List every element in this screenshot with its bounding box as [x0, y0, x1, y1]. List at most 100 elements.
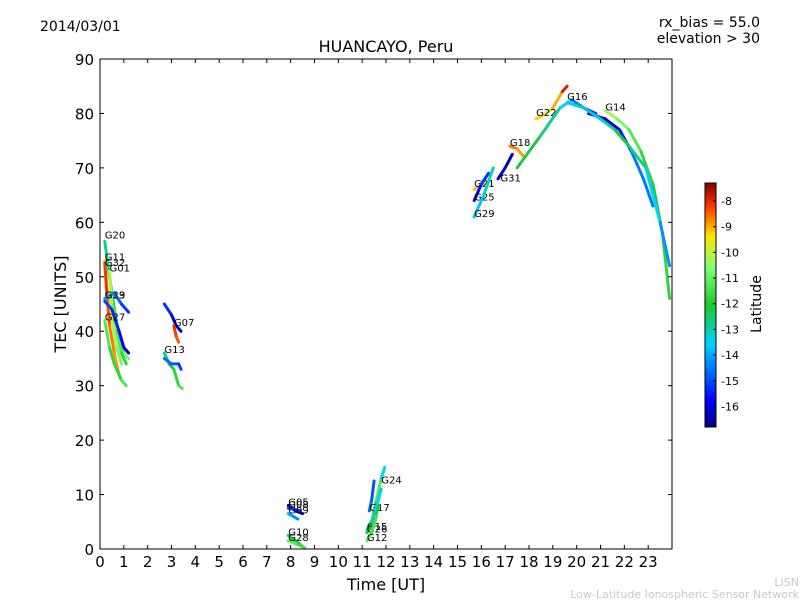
sat-label: G05: [288, 497, 308, 508]
series-g12: G12: [365, 514, 387, 544]
x-tick-label: 8: [286, 553, 296, 571]
sat-label: G15: [367, 522, 387, 533]
y-tick-label: 60: [75, 214, 94, 232]
colorbar: -8 -9 -10 -11 -12 -13 -14 -15 -16: [704, 182, 739, 428]
colorbar-label: Latitude: [749, 275, 765, 333]
axes: 0 1 2 3 4 5 6 7 8 9 10 11 12 13 14 15 16 17 18 19 20 21 22 2301…: [75, 51, 673, 571]
trace-segment: [515, 133, 543, 170]
trace-segment: [627, 128, 643, 154]
series-g07: G07: [162, 302, 194, 333]
series-g14c: [565, 101, 672, 268]
x-tick-label: 14: [424, 553, 443, 571]
date-label: 2014/03/01: [40, 19, 121, 35]
x-tick-label: 5: [214, 553, 224, 571]
trace-segment: [613, 128, 631, 148]
series-g07b: [172, 324, 181, 344]
x-tick-label: 17: [496, 553, 515, 571]
trace-segment: [112, 291, 123, 306]
x-tick-label: 18: [519, 553, 538, 571]
x-axis-label: Time [UT]: [346, 575, 425, 594]
x-tick-label: 20: [567, 553, 586, 571]
x-tick-label: 23: [639, 553, 658, 571]
sat-label: G11: [105, 252, 125, 263]
trace-segment: [122, 351, 131, 360]
colorbar-tick-label: -12: [721, 298, 739, 311]
trace-segment: [119, 351, 128, 366]
sat-label: G10: [288, 527, 308, 538]
trace-segment: [582, 106, 602, 121]
sat-label: G22: [536, 108, 556, 119]
sat-label: G07: [174, 318, 194, 329]
trace-segment: [112, 362, 123, 382]
trace-segment: [174, 335, 181, 344]
trace-segment: [539, 106, 562, 137]
y-axis-label: TEC [UNITS]: [51, 256, 70, 354]
y-tick-label: 0: [84, 541, 94, 559]
x-tick-label: 2: [143, 553, 153, 571]
colorbar-tick-label: -10: [721, 246, 739, 259]
trace-segment: [293, 508, 302, 513]
x-tick-label: 12: [376, 553, 395, 571]
sat-label: G27: [105, 312, 125, 323]
colorbar-tick-label: -16: [721, 400, 739, 413]
x-tick-label: 4: [191, 553, 201, 571]
trace-segment: [293, 542, 307, 550]
trace-segment: [641, 177, 655, 208]
x-tick-label: 16: [472, 553, 491, 571]
trace-segment: [172, 324, 178, 339]
sat-label: G21: [474, 179, 494, 190]
watermark-lisn: LISN: [774, 576, 799, 589]
trace-segment: [615, 117, 631, 132]
sat-label: G13: [164, 345, 184, 356]
x-tick-label: 10: [329, 553, 348, 571]
x-tick-label: 6: [238, 553, 248, 571]
colorbar-tick-label: -11: [721, 272, 739, 285]
sat-label: G08: [288, 500, 308, 511]
series-g28: G28: [286, 533, 309, 550]
colorbar-tick-label: -14: [721, 349, 739, 362]
trace-segment: [119, 378, 128, 388]
trace-segment: [370, 479, 376, 502]
sat-label: G24: [381, 476, 401, 487]
trace-segment: [367, 498, 374, 513]
trace-segment: [603, 109, 619, 121]
trace-segment: [644, 166, 662, 224]
trace-segment: [177, 384, 184, 390]
plot-area: G20G01G11G32G19G23G27G07G13G05G08G09G10G…: [100, 59, 672, 550]
trace-segment: [479, 171, 490, 186]
trace-segment: [365, 531, 374, 543]
chart-title: HUANCAYO, Peru: [319, 37, 454, 56]
trace-segment: [482, 166, 495, 197]
trace-segment: [172, 367, 181, 388]
trace-segment: [370, 514, 378, 535]
trace-segment: [534, 111, 548, 121]
trace-segment: [174, 324, 183, 333]
trace-segment: [122, 346, 131, 355]
trace-segment: [658, 220, 672, 268]
x-tick-label: 0: [95, 553, 105, 571]
sat-label: G23: [105, 291, 125, 302]
x-tick-label: 7: [262, 553, 272, 571]
colorbar-tick-label: -8: [721, 195, 732, 208]
x-tick-label: 15: [448, 553, 467, 571]
trace-segment: [108, 324, 116, 355]
series-g15: G15: [365, 487, 387, 533]
trace-segment: [115, 329, 123, 355]
y-tick-label: 50: [75, 269, 94, 287]
x-tick-label: 13: [400, 553, 419, 571]
series-g18: G18: [508, 138, 530, 159]
sat-label: G14: [605, 103, 625, 114]
colorbar-tick-label: -13: [721, 323, 739, 336]
sat-label: G09: [288, 506, 308, 517]
trace-segment: [108, 346, 116, 366]
series-g25: G25: [472, 171, 495, 204]
y-tick-label: 20: [75, 432, 94, 450]
rx-bias-label: rx_bias = 55.0: [659, 15, 760, 31]
sat-label: G20: [105, 231, 125, 242]
trace-segment: [472, 193, 486, 219]
trace-segment: [103, 299, 114, 311]
sat-label: G17: [369, 503, 389, 514]
sat-label: G25: [474, 193, 494, 204]
trace-segment: [629, 150, 645, 181]
trace-segment: [103, 261, 109, 301]
